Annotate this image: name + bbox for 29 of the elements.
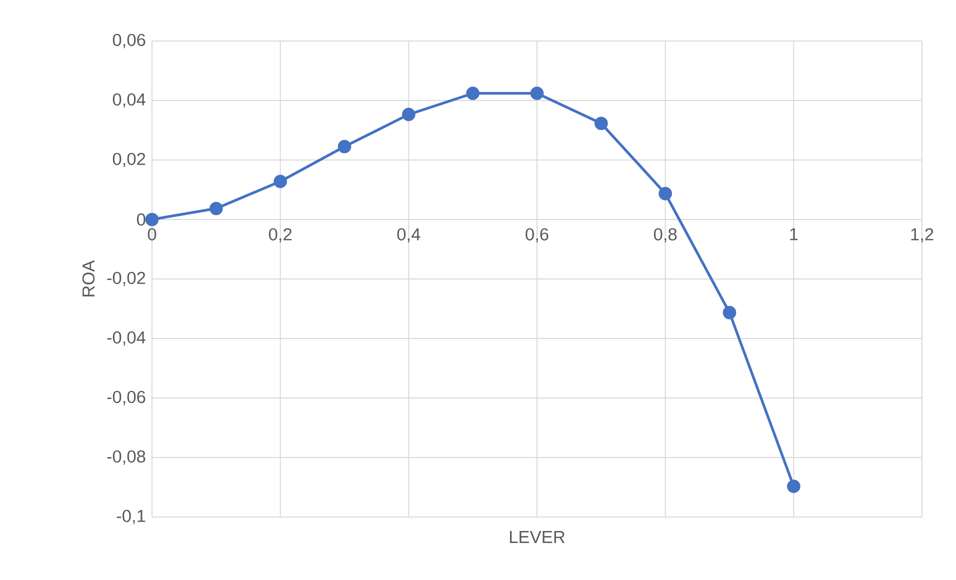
point [145, 212, 159, 226]
y-axis-title: ROA [82, 260, 95, 296]
point [338, 140, 352, 154]
x-tick-label: 1,2 [911, 228, 934, 243]
point [658, 186, 672, 200]
x-tick-label: 0,6 [526, 228, 548, 243]
y-tick-label: 0,04 [112, 93, 146, 108]
y-tick-label: -0,02 [107, 272, 146, 286]
point [594, 116, 608, 130]
point [274, 174, 288, 188]
point [722, 306, 736, 320]
y-tick-label: -0,1 [116, 510, 146, 524]
y-tick-label: -0,04 [107, 331, 146, 346]
point [787, 480, 800, 494]
point [402, 108, 416, 122]
x-tick-label: 0 [148, 228, 156, 240]
x-axis-title: LEVER [510, 531, 565, 543]
x-tick-label: 0,4 [397, 228, 420, 243]
y-tick-label: -0,06 [107, 390, 146, 406]
x-tick-label: 1 [790, 228, 798, 240]
point [210, 202, 223, 216]
y-tick-label: 0 [136, 213, 146, 226]
x-tick-label: 0,8 [654, 228, 677, 243]
y-tick-label: 0,02 [112, 152, 146, 168]
y-tick-label: 0,06 [112, 34, 146, 48]
point [530, 86, 544, 100]
y-tick-label: -0,08 [107, 450, 146, 465]
x-tick-label: 0,2 [268, 228, 292, 243]
point [466, 86, 480, 100]
